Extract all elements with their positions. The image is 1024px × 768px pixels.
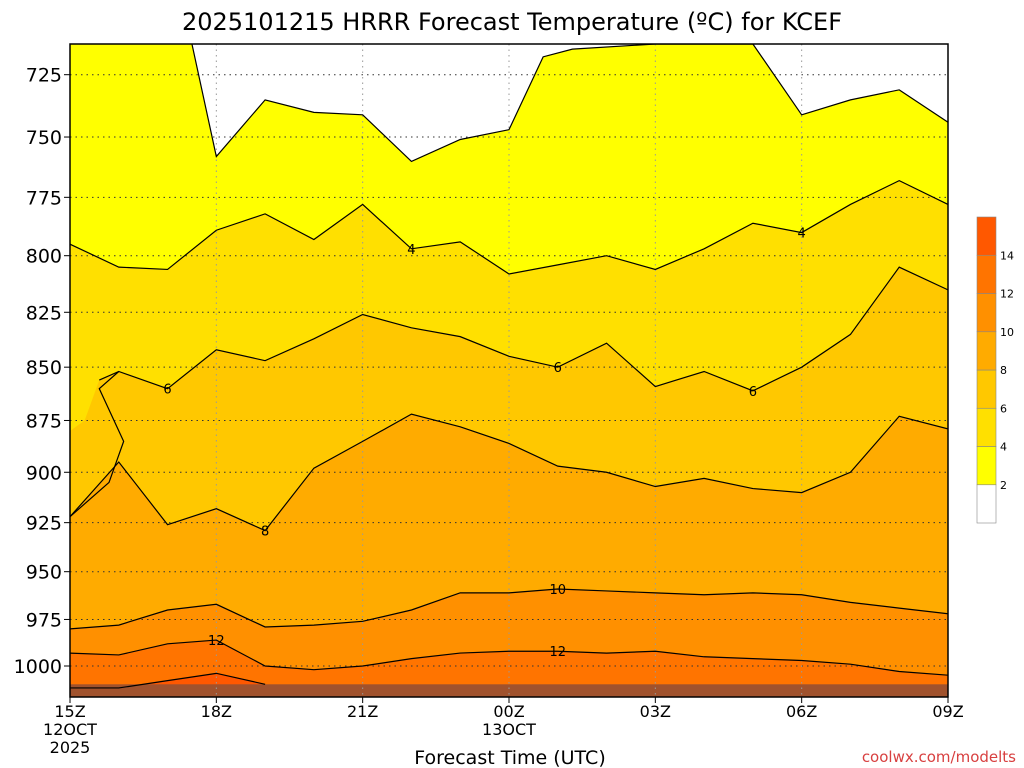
y-tick-label: 1000 xyxy=(14,656,62,678)
contour-label: 12 xyxy=(208,634,225,649)
y-tick-label: 800 xyxy=(26,246,62,268)
contour-label: 6 xyxy=(749,385,757,400)
contour-label: 4 xyxy=(798,227,806,242)
contour-label: 4 xyxy=(407,243,415,258)
colorbar-segment xyxy=(976,369,997,409)
x-tick-label: 00Z xyxy=(493,702,524,721)
y-tick-label: 725 xyxy=(26,65,62,87)
colorbar-label: 4 xyxy=(1000,441,1007,454)
y-tick-label: 950 xyxy=(26,562,62,584)
x-tick-label: 2025 xyxy=(50,738,91,757)
x-tick-label: 18Z xyxy=(201,702,232,721)
x-tick-label: 12OCT xyxy=(43,720,97,739)
contour-6 xyxy=(99,266,948,392)
colorbar-segment xyxy=(976,331,997,371)
x-axis-label: Forecast Time (UTC) xyxy=(414,747,605,768)
y-axis: 725 750 775 800 825 850 875 900 925 950 975 1000 xyxy=(14,65,70,678)
colorbar-label: 12 xyxy=(1000,288,1014,301)
colorbar-label: 10 xyxy=(1000,326,1014,339)
colorbar-segment xyxy=(976,407,997,447)
y-tick-label: 850 xyxy=(26,357,62,379)
contour-label: 6 xyxy=(554,361,562,376)
y-tick-label: 925 xyxy=(26,513,62,535)
contour-8 xyxy=(70,413,948,532)
colorbar-label: 8 xyxy=(1000,364,1007,377)
x-tick-label: 13OCT xyxy=(482,720,536,739)
colorbar-segment xyxy=(976,446,997,486)
colorbar-segment xyxy=(976,254,997,294)
y-tick-label: 900 xyxy=(26,462,62,484)
x-tick-label: 09Z xyxy=(932,702,963,721)
x-tick-label: 15Z xyxy=(54,702,85,721)
credit-text: coolwx.com/modelts xyxy=(862,748,1016,766)
colorbar-segment xyxy=(976,293,997,333)
colorbar-segment xyxy=(976,484,997,524)
x-tick-label: 06Z xyxy=(786,702,817,721)
colorbar-label: 2 xyxy=(1000,479,1007,492)
contour-label: 6 xyxy=(163,383,171,398)
x-tick-label: 21Z xyxy=(347,702,378,721)
colorbar-segment xyxy=(976,216,997,256)
chart-title: 2025101215 HRRR Forecast Temperature (ºC… xyxy=(182,8,842,36)
contour-6-left xyxy=(70,371,125,518)
contour-label: 8 xyxy=(261,525,269,540)
y-tick-label: 825 xyxy=(26,302,62,324)
contour-4 xyxy=(70,179,948,275)
colorbar-label: 14 xyxy=(1000,249,1014,262)
contour-10 xyxy=(70,588,948,630)
y-tick-label: 750 xyxy=(26,127,62,149)
contour-14 xyxy=(70,672,266,689)
contour-12 xyxy=(70,639,948,676)
plot-clip-group xyxy=(70,44,948,697)
y-tick-label: 775 xyxy=(26,187,62,209)
colorbar-label: 6 xyxy=(1000,402,1007,415)
y-tick-label: 875 xyxy=(26,410,62,432)
x-tick-label: 03Z xyxy=(640,702,671,721)
colorbar: 2 4 6 8 10 12 14 xyxy=(976,216,1014,524)
y-tick-label: 975 xyxy=(26,609,62,631)
plot-area: 4 4 6 6 6 8 10 12 12 xyxy=(69,43,949,698)
band-12-14 xyxy=(70,640,948,697)
contour-label: 12 xyxy=(550,645,567,660)
contour-label: 10 xyxy=(550,583,567,598)
contour-2 xyxy=(191,44,948,163)
ground-strip xyxy=(70,684,948,697)
